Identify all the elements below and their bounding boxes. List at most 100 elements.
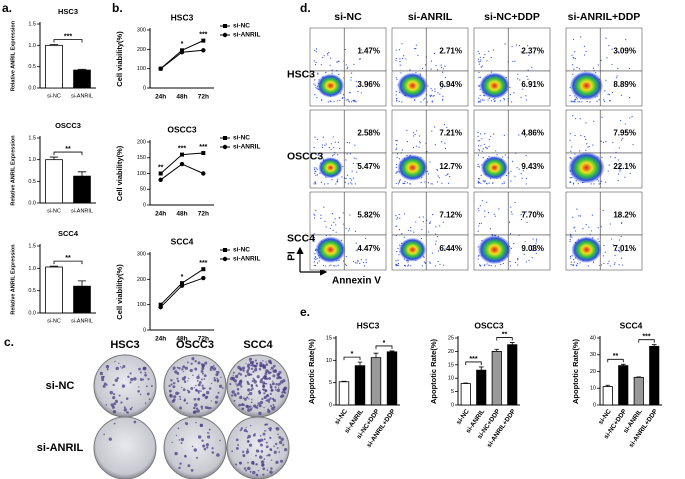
x-tick-label: 24h — [155, 336, 166, 343]
event-dot — [570, 150, 572, 152]
event-dot — [629, 117, 631, 119]
colony — [150, 385, 153, 387]
colony — [260, 450, 264, 453]
event-dot — [437, 260, 439, 263]
event-dot — [480, 174, 482, 177]
q2-percent: 18.2% — [613, 211, 636, 220]
event-dot — [445, 174, 447, 177]
flow-plot: 2.71% 6.94% — [391, 27, 469, 107]
event-dot — [363, 265, 366, 267]
colony — [217, 391, 220, 394]
event-dot — [513, 92, 515, 94]
event-dot — [484, 264, 486, 266]
event-dot — [313, 236, 316, 239]
event-dot — [479, 56, 481, 58]
colony — [171, 441, 173, 444]
colony — [261, 397, 264, 401]
error-bar — [77, 171, 87, 177]
colony — [251, 407, 253, 409]
error-bar — [605, 384, 611, 387]
event-dot — [435, 233, 437, 235]
event-dot — [424, 181, 426, 183]
event-dot — [603, 100, 606, 102]
event-dot — [338, 73, 340, 75]
colony — [172, 366, 176, 370]
event-dot — [532, 238, 534, 240]
event-dot — [347, 183, 349, 185]
event-dot — [579, 150, 581, 152]
event-dot — [514, 60, 516, 62]
event-dot — [398, 180, 401, 182]
colony — [247, 393, 250, 396]
event-dot — [422, 216, 424, 218]
colony — [241, 407, 245, 411]
colony — [252, 370, 255, 373]
significance-label: ** — [158, 164, 164, 171]
event-dot — [440, 66, 443, 69]
significance-label: * — [181, 274, 184, 281]
colony — [121, 384, 126, 388]
event-dot — [431, 252, 433, 254]
colony — [194, 360, 197, 363]
event-dot — [398, 100, 400, 103]
event-dot — [618, 147, 620, 149]
event-dot — [328, 265, 330, 267]
event-dot — [609, 265, 611, 267]
panel-label: d. — [300, 1, 311, 15]
event-dot — [588, 145, 590, 148]
colony — [208, 387, 212, 390]
event-dot — [500, 263, 502, 266]
colony — [262, 473, 265, 476]
q4-percent: 5.47% — [357, 162, 380, 171]
bar — [45, 159, 63, 204]
colony — [244, 374, 247, 378]
q2-percent: 7.95% — [613, 129, 636, 138]
culture-plate — [226, 416, 290, 479]
event-dot — [478, 140, 481, 142]
colony — [248, 398, 250, 400]
colony — [242, 403, 245, 407]
significance-bracket — [607, 358, 624, 363]
event-dot — [314, 84, 316, 86]
event-dot — [484, 180, 487, 182]
colony — [270, 362, 273, 365]
flow-plot: 7.70% 9.08% — [473, 191, 551, 271]
event-dot — [523, 253, 525, 255]
significance-label: ** — [65, 255, 71, 262]
colony — [170, 383, 173, 386]
event-dot — [617, 180, 619, 182]
colony — [263, 406, 265, 409]
significance-bracket — [53, 151, 83, 156]
q2-percent: 2.58% — [357, 129, 380, 138]
event-dot — [322, 56, 324, 59]
event-dot — [409, 183, 411, 185]
event-dot — [346, 141, 348, 144]
colony — [269, 368, 271, 371]
event-dot — [575, 264, 578, 266]
event-dot — [617, 159, 619, 161]
panel-label: e. — [300, 305, 310, 319]
event-dot — [478, 225, 480, 227]
event-dot — [335, 231, 337, 233]
density-blob — [477, 235, 512, 265]
y-tick-label: 1.5 — [28, 135, 36, 141]
event-dot — [494, 215, 496, 217]
event-dot — [479, 178, 481, 180]
event-dot — [443, 123, 446, 126]
event-dot — [488, 50, 490, 52]
colony — [102, 384, 106, 388]
event-dot — [523, 211, 525, 213]
event-dot — [481, 65, 483, 67]
chart-title: SCC4 — [171, 236, 194, 246]
event-dot — [313, 60, 315, 62]
y-tick-label: 10 — [448, 376, 454, 382]
event-dot — [356, 262, 358, 264]
colony — [209, 369, 212, 372]
event-dot — [592, 261, 595, 263]
colony — [230, 376, 234, 381]
event-dot — [630, 162, 632, 164]
event-dot — [572, 64, 574, 66]
event-dot — [407, 265, 409, 267]
event-dot — [316, 97, 318, 99]
event-dot — [409, 69, 411, 71]
